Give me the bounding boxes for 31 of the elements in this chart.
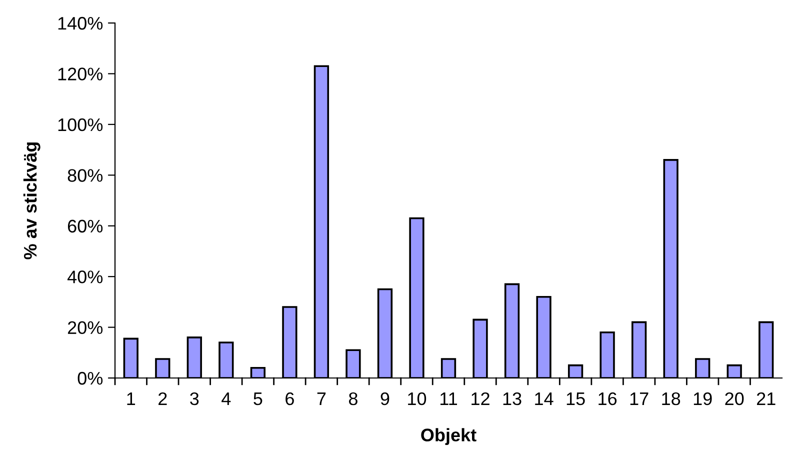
x-tick-label: 8 bbox=[348, 392, 358, 406]
x-tick-label: 4 bbox=[222, 392, 231, 405]
x-tick-label: 20 bbox=[725, 392, 744, 406]
y-tick-label: 100% bbox=[58, 118, 103, 132]
x-tick-label: 1 bbox=[127, 392, 136, 405]
y-tick-label: 80% bbox=[68, 169, 103, 182]
x-tick-label: 18 bbox=[662, 392, 680, 406]
x-tick-label: 10 bbox=[408, 392, 426, 406]
y-tick-label: 140% bbox=[58, 16, 103, 30]
y-tick-label: 20% bbox=[68, 321, 103, 334]
x-tick-label: 19 bbox=[694, 392, 712, 406]
x-tick-label: 2 bbox=[158, 392, 167, 405]
x-tick-label: 16 bbox=[598, 392, 617, 406]
x-tick-label: 15 bbox=[566, 392, 585, 406]
x-tick-label: 21 bbox=[756, 392, 776, 405]
x-tick-label: 3 bbox=[190, 392, 199, 406]
y-tick-label: 0% bbox=[78, 372, 103, 385]
x-axis-title: Objekt bbox=[421, 428, 476, 445]
x-tick-label: 7 bbox=[317, 392, 326, 405]
y-tick-label: 60% bbox=[68, 220, 103, 233]
x-tick-label: 5 bbox=[254, 392, 262, 406]
x-tick-label: 12 bbox=[472, 392, 490, 405]
x-tick-label: 9 bbox=[380, 392, 390, 406]
y-axis-title: % av stickväg bbox=[23, 142, 40, 260]
y-tick-label: 40% bbox=[67, 270, 103, 284]
x-tick-label: 11 bbox=[440, 392, 457, 405]
x-tick-label: 17 bbox=[630, 392, 648, 405]
x-tick-label: 6 bbox=[286, 392, 294, 406]
y-tick-label: 120% bbox=[58, 68, 103, 80]
x-tick-label: 14 bbox=[535, 392, 554, 405]
x-tick-label: 13 bbox=[503, 392, 522, 406]
